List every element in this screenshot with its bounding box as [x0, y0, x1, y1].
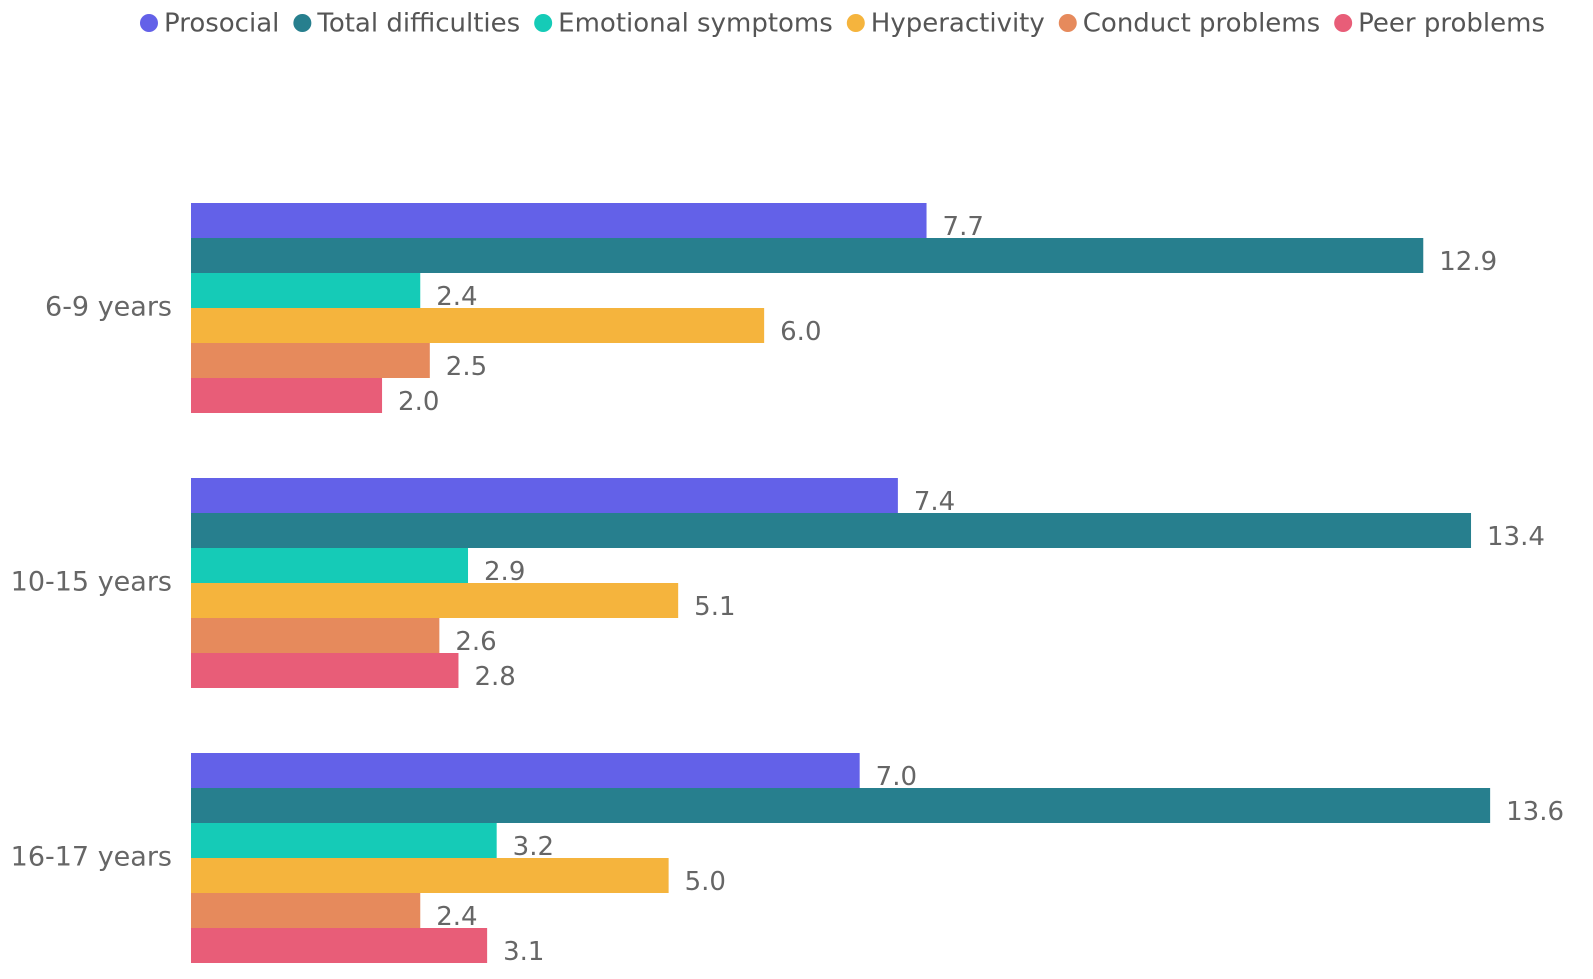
bar: [191, 788, 1491, 823]
legend-marker: [1058, 14, 1077, 32]
bar: [191, 478, 898, 513]
bar: [191, 343, 430, 378]
data-label: 7.7: [943, 212, 984, 242]
legend-label: Prosocial: [164, 9, 279, 39]
legend-marker: [534, 14, 553, 32]
bar: [191, 378, 383, 413]
data-label: 13.4: [1487, 522, 1545, 552]
bar: [191, 513, 1472, 548]
data-label: 2.0: [398, 387, 439, 417]
legend-marker: [1334, 14, 1353, 32]
data-label: 2.4: [436, 902, 477, 932]
data-label: 2.4: [436, 282, 477, 312]
y-tick-label: 6-9 years: [45, 292, 172, 323]
data-label: 2.6: [455, 627, 496, 657]
legend-label: Peer problems: [1358, 9, 1545, 39]
data-label: 13.6: [1506, 797, 1564, 827]
bar: [191, 893, 421, 928]
bar: [191, 548, 469, 583]
data-label: 2.8: [474, 662, 515, 692]
bar: [191, 653, 459, 688]
legend-marker: [846, 14, 865, 32]
data-label: 5.1: [694, 592, 735, 622]
bar: [191, 753, 860, 788]
y-tick-label: 10-15 years: [11, 567, 172, 598]
bar: [191, 928, 488, 963]
legend-label: Hyperactivity: [871, 9, 1045, 39]
bar: [191, 583, 679, 618]
data-label: 3.2: [513, 832, 554, 862]
data-label: 6.0: [780, 317, 821, 347]
legend-marker: [139, 14, 158, 32]
bar: [191, 823, 497, 858]
data-label: 2.9: [484, 557, 525, 587]
data-label: 7.4: [914, 487, 955, 517]
data-label: 12.9: [1439, 247, 1497, 277]
legend-label: Conduct problems: [1083, 9, 1320, 39]
bar: [191, 308, 765, 343]
bar: [191, 203, 927, 238]
bar: [191, 238, 1424, 273]
y-tick-label: 16-17 years: [11, 842, 172, 873]
legend-label: Total difficulties: [316, 9, 520, 39]
legend-marker: [293, 14, 312, 32]
bar: [191, 273, 421, 308]
bar: [191, 858, 669, 893]
bar: [191, 618, 440, 653]
data-label: 7.0: [876, 762, 917, 792]
legend-label: Emotional symptoms: [558, 9, 833, 39]
data-label: 2.5: [446, 352, 487, 382]
data-label: 5.0: [685, 867, 726, 897]
data-label: 3.1: [503, 937, 544, 967]
